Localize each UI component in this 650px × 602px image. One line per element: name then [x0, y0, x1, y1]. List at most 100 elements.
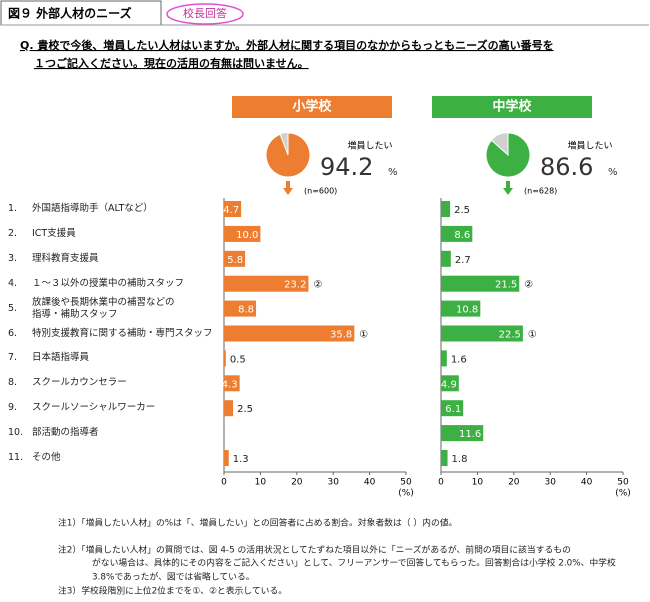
x-tick-label: 50 [400, 478, 412, 488]
question-line: Q. 貴校で今後、増員したい人材はいますか。外部人材に関する項目のなかからもっと… [20, 38, 554, 52]
n-label: (n=600) [304, 187, 337, 196]
bar [441, 400, 464, 417]
note: 注2）「増員したい人材」の質問では、図 4-5 の活用状況としてたずねた項目以外… [58, 544, 571, 556]
category-number: 4. [8, 277, 18, 289]
value-label: 1.3 [233, 454, 249, 465]
bar [441, 201, 451, 217]
x-tick-label: 40 [581, 478, 593, 488]
x-tick-label: 0 [221, 478, 227, 488]
value-label: 4.7 [223, 205, 239, 216]
value-label: 21.5 [495, 280, 517, 291]
category-number: 5. [8, 302, 18, 314]
note: 注3）学校段階別に上位2位までを①、②と表示している。 [58, 585, 287, 597]
down-arrow [503, 181, 513, 195]
category-number: 3. [8, 252, 18, 264]
bar [441, 350, 447, 367]
value-label: 8.6 [454, 230, 470, 241]
bar [224, 400, 234, 417]
value-label: 2.7 [455, 255, 471, 266]
value-label: 1.6 [451, 354, 467, 365]
pie-value: 94.2 [320, 153, 373, 181]
x-tick-label: 30 [327, 478, 339, 488]
category-label: ICT支援員 [32, 227, 76, 239]
note: 注1）「増員したい人材」の%は「、増員したい」との回答者に占める割合。対象者数は… [58, 517, 457, 529]
value-label: 10.8 [456, 305, 478, 316]
panel-header [232, 96, 392, 118]
category-label: 日本語指導員 [32, 352, 90, 364]
badge [166, 3, 244, 25]
note: がない場合は、具体的にその内容をご記入ください」として、フリーアンサーで回答して… [92, 557, 616, 569]
rank-label: ② [524, 280, 533, 291]
x-tick-label: 10 [472, 478, 484, 488]
value-label: 4.3 [222, 379, 238, 390]
panel-header [432, 96, 592, 118]
value-label: 35.8 [330, 330, 352, 341]
pie-label: 増員したい [347, 140, 392, 152]
n-label: (n=628) [524, 187, 557, 196]
category-label: 放課後や長期休業中の補習などの 指導・補助スタッフ [32, 296, 175, 320]
category-number: 8. [8, 377, 18, 389]
category-number: 6. [8, 327, 18, 339]
category-label: 特別支援教育に関する補助・専門スタッフ [32, 327, 213, 339]
bar [224, 250, 246, 267]
pie-value: 86.6 [540, 153, 593, 181]
x-unit: (%) [615, 489, 631, 499]
category-label: 理科教育支援員 [32, 252, 99, 264]
category-number: 2. [8, 227, 18, 239]
value-label: 2.5 [237, 404, 253, 415]
question-line: １つご記入ください。現在の活用の有無は問いません。 [34, 56, 309, 70]
bar [441, 300, 481, 317]
category-label: 外国語指導助手（ALTなど） [32, 203, 153, 214]
value-label: 8.8 [238, 305, 254, 316]
value-label: 1.8 [452, 454, 468, 465]
x-tick-label: 0 [438, 478, 444, 488]
badge-text: 校長回答 [183, 6, 227, 20]
bar [224, 201, 242, 217]
value-label: 22.5 [499, 330, 521, 341]
x-tick-label: 50 [617, 478, 629, 488]
rank-label: ② [313, 280, 322, 291]
value-label: 6.1 [445, 404, 461, 415]
value-label: 4.9 [441, 379, 457, 390]
x-tick-label: 40 [364, 478, 376, 488]
bar [441, 225, 473, 242]
pie-slice [485, 132, 531, 178]
category-label: スクールカウンセラー [32, 377, 127, 389]
value-label: 2.5 [454, 205, 470, 216]
pie-label: 増員したい [567, 140, 612, 152]
x-tick-label: 30 [544, 478, 556, 488]
bar [224, 325, 355, 342]
bar [441, 375, 459, 392]
pie-slice [265, 132, 311, 178]
x-tick-label: 20 [291, 478, 303, 488]
x-unit: (%) [398, 489, 414, 499]
note: 3.8%であったが、図では省略している。 [92, 571, 255, 583]
bar [441, 275, 520, 292]
panel-title: 中学校 [492, 99, 532, 115]
bar [441, 450, 448, 466]
category-label: その他 [32, 452, 61, 463]
bar [441, 425, 484, 442]
category-label: １～３以外の授業中の補助スタッフ [32, 277, 185, 289]
rank-label: ① [528, 330, 537, 341]
category-label: 部活動の指導者 [32, 427, 99, 439]
value-label: 0.5 [230, 354, 246, 365]
bar [224, 275, 309, 292]
category-number: 10. [8, 427, 24, 439]
x-tick-label: 20 [508, 478, 520, 488]
value-label: 10.0 [236, 230, 258, 241]
category-number: 9. [8, 402, 18, 414]
page-title: 図９ 外部人材のニーズ [8, 6, 132, 21]
panel-title: 小学校 [292, 99, 332, 115]
bar [441, 325, 523, 342]
bar [224, 375, 240, 392]
category-number: 7. [8, 352, 18, 364]
value-label: 5.8 [227, 255, 243, 266]
bar [224, 225, 261, 242]
bar [224, 450, 229, 466]
category-label: スクールソーシャルワーカー [32, 402, 156, 414]
bar [224, 300, 257, 317]
value-label: 23.2 [284, 280, 306, 291]
